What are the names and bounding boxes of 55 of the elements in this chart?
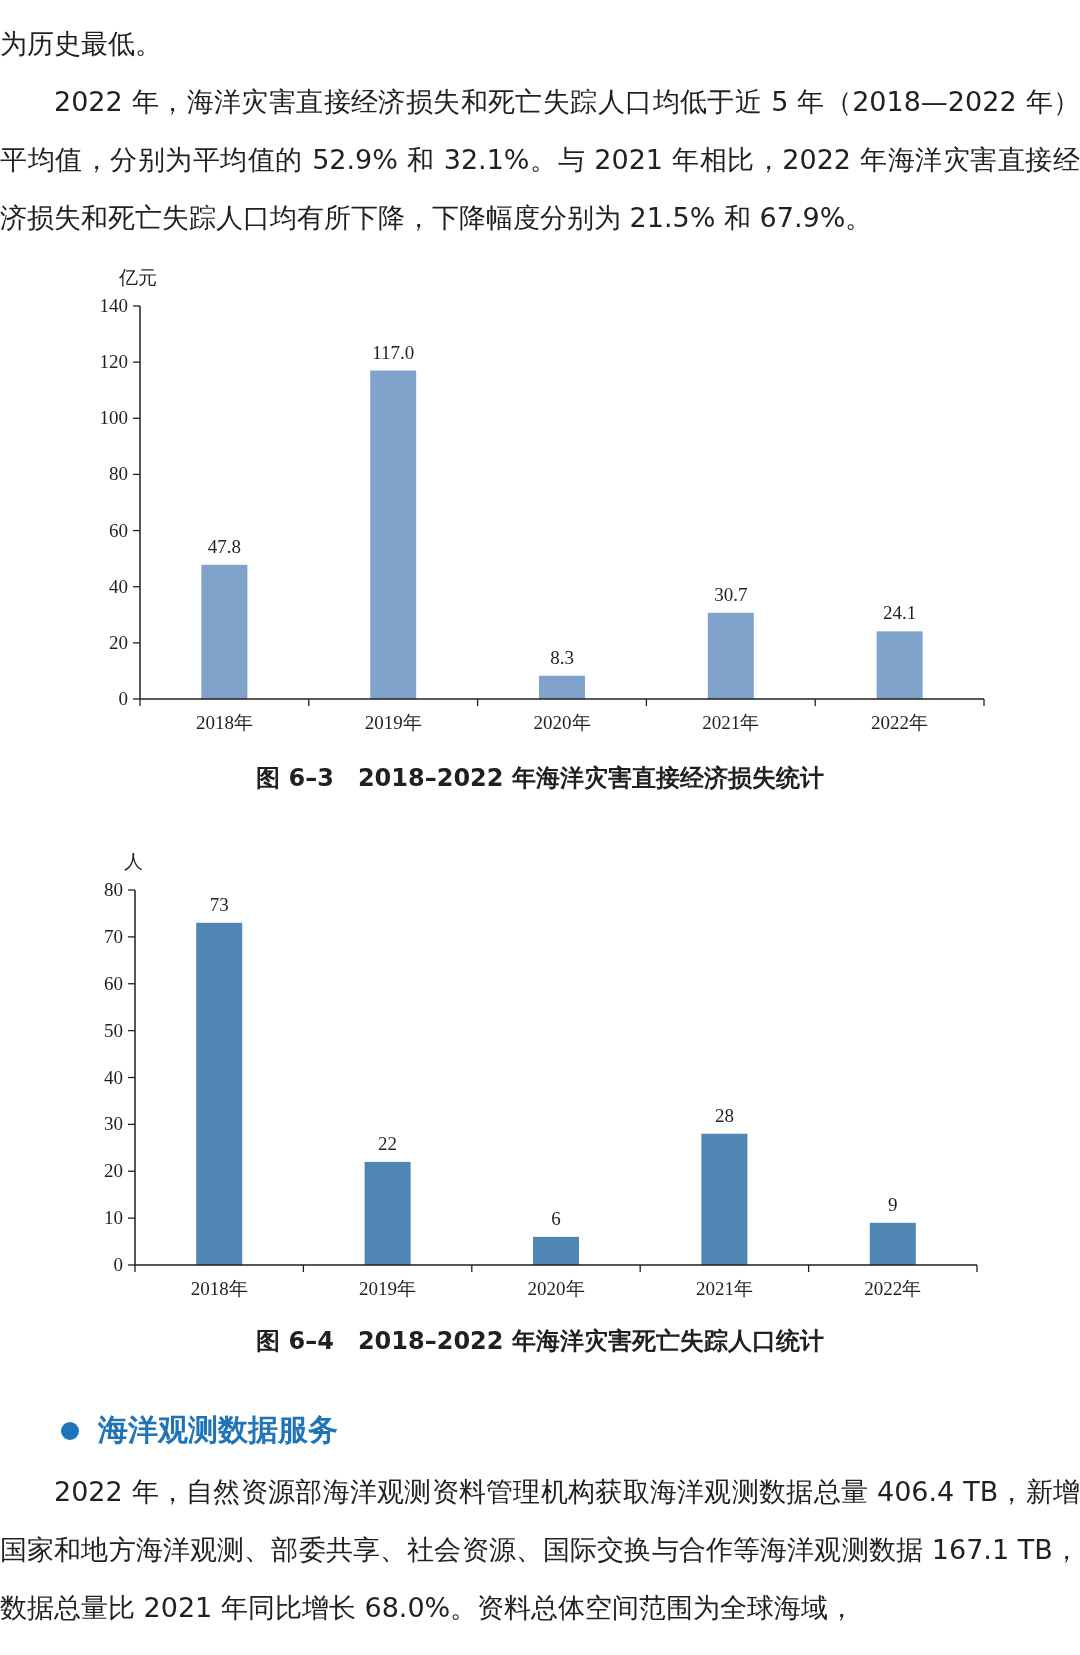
text: 2022 年，海洋灾害直接经济损失和死亡失踪人口均低于近 5 年（2018—2022 年）平均值，分别为平均值的 52.9% 和 32.1%。与 2021 年相比，2022 年海洋灾害直接经济损失和死亡失踪人口均有所下降，下降幅度分别为 21.5% 和 67.9%。 — [0, 85, 1080, 235]
y-axis-title: 亿元 — [118, 266, 157, 288]
y-tick-label: 60 — [104, 972, 123, 994]
bar — [869, 1222, 916, 1265]
y-tick-label: 100 — [99, 407, 128, 429]
data-label: 6 — [551, 1207, 561, 1229]
x-tick-label: 2019年 — [364, 712, 422, 733]
data-label: 8.3 — [550, 646, 574, 668]
bar — [876, 631, 923, 699]
y-tick-label: 60 — [109, 519, 128, 541]
text: 海洋观测数据服务 — [98, 1412, 338, 1447]
data-label: 9 — [888, 1193, 898, 1215]
y-tick-label: 40 — [109, 575, 128, 597]
data-label: 117.0 — [372, 341, 415, 363]
bar — [539, 675, 585, 699]
y-tick-label: 50 — [104, 1019, 123, 1041]
x-tick-label: 2021年 — [695, 1278, 753, 1299]
y-tick-label: 80 — [104, 879, 123, 900]
y-tick-label: 70 — [104, 925, 123, 947]
x-tick-label: 2021年 — [702, 712, 760, 733]
bar — [370, 370, 417, 699]
x-tick-label: 2018年 — [190, 1278, 248, 1299]
bar — [364, 1161, 411, 1266]
x-tick-label: 2019年 — [359, 1278, 417, 1299]
bar — [196, 922, 243, 1265]
y-tick-label: 20 — [109, 631, 128, 653]
y-tick-label: 120 — [99, 351, 128, 373]
y-tick-label: 40 — [104, 1066, 123, 1088]
data-label: 73 — [209, 893, 229, 915]
x-tick-label: 2018年 — [195, 712, 253, 733]
data-label: 30.7 — [714, 583, 748, 605]
text: 图 6–4 2018–2022 年海洋灾害死亡失踪人口统计 — [255, 1326, 825, 1357]
text: 为历史最低。 — [0, 27, 163, 61]
x-tick-label: 2022年 — [871, 712, 929, 733]
x-tick-label: 2020年 — [527, 1278, 585, 1299]
data-label: 24.1 — [882, 602, 917, 624]
x-tick-label: 2022年 — [864, 1278, 922, 1299]
y-tick-label: 140 — [99, 295, 128, 316]
bar — [201, 564, 248, 699]
y-tick-label: 80 — [109, 463, 128, 485]
y-tick-label: 30 — [104, 1113, 123, 1135]
text: 图 6–3 2018–2022 年海洋灾害直接经济损失统计 — [255, 763, 825, 794]
data-label: 28 — [714, 1104, 734, 1126]
y-tick-label: 20 — [104, 1160, 123, 1182]
y-axis-title: 人 — [123, 850, 143, 872]
bar — [701, 1133, 748, 1265]
text: 2022 年，自然资源部海洋观测资料管理机构获取海洋观测数据总量 406.4 TB，新增国家和地方海洋观测、部委共享、社会资源、国际交换与合作等海洋观测数据 167.1 TB，数据总量比 2021 年同比增长 68.0%。资料总体空间范围为全球海域， — [0, 1475, 1080, 1625]
bar — [533, 1236, 579, 1266]
y-tick-label: 0 — [113, 1254, 123, 1275]
data-label: 47.8 — [207, 535, 242, 557]
x-tick-label: 2020年 — [533, 712, 591, 733]
bar — [707, 612, 754, 699]
y-tick-label: 0 — [118, 688, 128, 709]
data-label: 22 — [378, 1132, 398, 1154]
y-tick-label: 10 — [104, 1207, 123, 1229]
